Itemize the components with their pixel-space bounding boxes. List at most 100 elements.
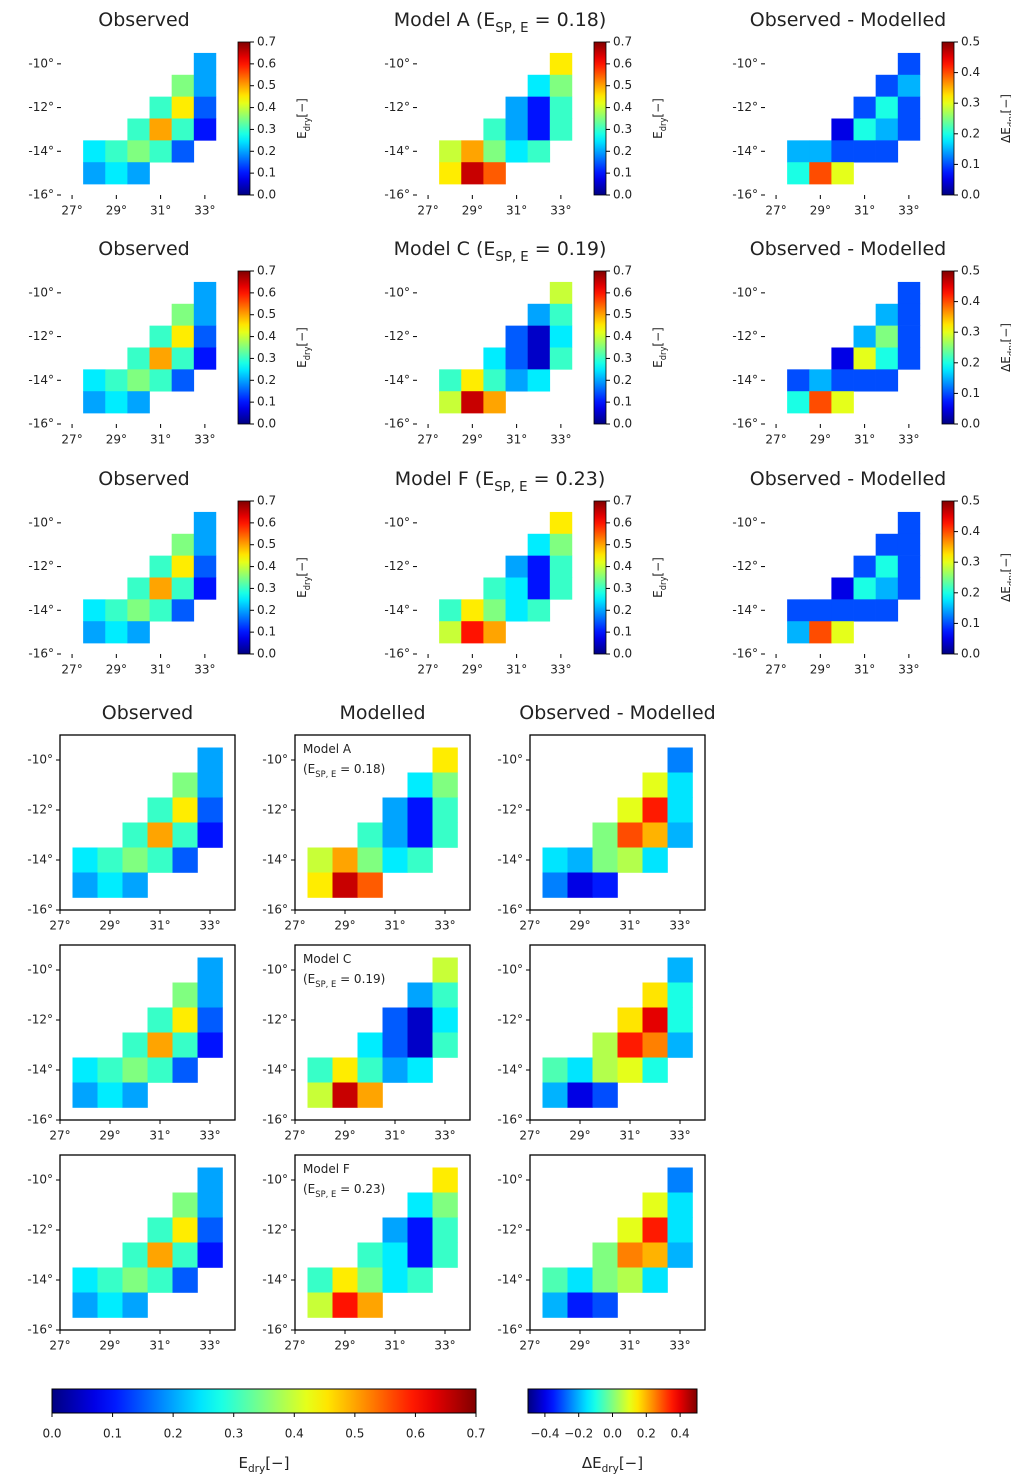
colorbar-tick-label: 0.5: [961, 264, 980, 278]
colorbar-label-part: ΔE: [999, 586, 1011, 602]
y-tick-label: -14°: [732, 603, 758, 617]
heat-cell: [172, 119, 194, 141]
y-tick-label: -12°: [384, 329, 410, 343]
heat-cell: [198, 1243, 223, 1268]
y-tick-label: -14°: [27, 1063, 53, 1077]
heat-cell: [543, 1268, 568, 1293]
colorbar-label: Edry[−]: [295, 327, 312, 368]
heat-cell: [173, 798, 198, 823]
colorbar-tick-label: 0.5: [345, 1427, 364, 1441]
heat-cell: [198, 1033, 223, 1058]
heat-cell: [528, 369, 550, 391]
colorbar-tick-label: 0.2: [637, 1427, 656, 1441]
colorbar: [238, 42, 250, 195]
panel-title-part: SP, E: [495, 250, 528, 265]
heat-cell: [198, 1218, 223, 1243]
colorbar-tick-label: 0.5: [613, 78, 632, 92]
heat-cell: [550, 282, 572, 304]
y-tick-label: -14°: [497, 1273, 523, 1287]
heat-cell: [483, 369, 505, 391]
y-tick-label: -12°: [732, 329, 758, 343]
panel-annotation: Model F: [303, 1162, 350, 1176]
y-tick-label: -14°: [497, 853, 523, 867]
colorbar-tick-label: 0.6: [257, 285, 276, 299]
heat-cell: [593, 1268, 618, 1293]
heat-cell: [550, 348, 572, 370]
y-tick-label: -12°: [497, 1223, 523, 1237]
heat-cell: [408, 773, 433, 798]
heat-cell: [198, 958, 223, 983]
colorbar-tick-label: 0.0: [257, 647, 276, 661]
colorbar-tick-label: 0.3: [961, 325, 980, 339]
heat-cell: [618, 1268, 643, 1293]
colorbar-tick-label: 0.1: [613, 395, 632, 409]
colorbar-label-part: [−]: [295, 98, 309, 117]
heat-cell: [358, 1243, 383, 1268]
panel-title: Observed - Modelled: [519, 702, 715, 724]
heat-cell: [568, 1058, 593, 1083]
colorbar-tick-label: 0.4: [257, 559, 276, 573]
heat-cell: [194, 556, 216, 578]
y-tick-label: -12°: [27, 1223, 53, 1237]
x-tick-label: 29°: [810, 204, 831, 218]
heat-cell: [506, 326, 528, 348]
heat-cell: [461, 599, 483, 621]
y-tick-label: -14°: [384, 144, 410, 158]
x-tick-label: 27°: [61, 663, 82, 677]
heat-cell: [148, 1033, 173, 1058]
colorbar-label: ΔEdry[−]: [999, 94, 1011, 143]
heat-cell: [358, 1058, 383, 1083]
x-tick-label: 29°: [334, 1129, 355, 1143]
heat-cell: [528, 304, 550, 326]
panel-title-part: Model A (E: [394, 9, 496, 31]
y-tick-label: -14°: [384, 373, 410, 387]
heat-cell: [150, 556, 172, 578]
x-tick-label: 33°: [669, 919, 690, 933]
heat-cell: [643, 848, 668, 873]
colorbar-tick-label: 0.3: [257, 351, 276, 365]
heat-cell: [787, 391, 809, 413]
y-tick-label: -10°: [262, 963, 288, 977]
heat-cell: [148, 1243, 173, 1268]
heat-cell: [433, 958, 458, 983]
panel-annotation: (ESP, E = 0.18): [303, 762, 385, 779]
x-tick-label: 31°: [150, 433, 171, 447]
heat-cell: [73, 873, 98, 898]
panel-title: Observed - Modelled: [750, 238, 946, 260]
heat-cell: [898, 512, 920, 534]
heat-cell: [668, 1168, 693, 1193]
x-tick-label: 31°: [150, 204, 171, 218]
y-tick-label: -10°: [384, 285, 410, 299]
heat-cell: [433, 1008, 458, 1033]
heat-cell: [528, 326, 550, 348]
y-tick-label: -12°: [384, 559, 410, 573]
heat-cell: [506, 599, 528, 621]
heat-cell: [668, 773, 693, 798]
heat-cell: [593, 1058, 618, 1083]
heat-cell: [618, 1033, 643, 1058]
x-tick-label: 33°: [199, 1339, 220, 1353]
colorbar-tick-label: 0.4: [671, 1427, 690, 1441]
colorbar-tick-label: 0.0: [613, 188, 632, 202]
heat-cell: [73, 1293, 98, 1318]
colorbar-label-part: [−]: [999, 553, 1011, 572]
heat-cell: [643, 1218, 668, 1243]
heat-cell: [173, 773, 198, 798]
heat-cell: [383, 798, 408, 823]
heat-cell: [123, 873, 148, 898]
colorbar-tick-label: −0.2: [564, 1427, 593, 1441]
heat-cell: [550, 534, 572, 556]
heat-cell: [127, 162, 149, 184]
heat-cell: [173, 848, 198, 873]
colorbar: [594, 271, 606, 424]
colorbar-tick-label: 0.0: [603, 1427, 622, 1441]
colorbar-tick-label: 0.2: [613, 373, 632, 387]
heat-cell: [433, 748, 458, 773]
heat-cell: [358, 823, 383, 848]
x-tick-label: 33°: [550, 204, 571, 218]
heat-cell: [194, 534, 216, 556]
panel-title-part: Observed: [98, 468, 189, 490]
heat-cell: [148, 848, 173, 873]
heat-cell: [643, 1268, 668, 1293]
heat-cell: [123, 1268, 148, 1293]
